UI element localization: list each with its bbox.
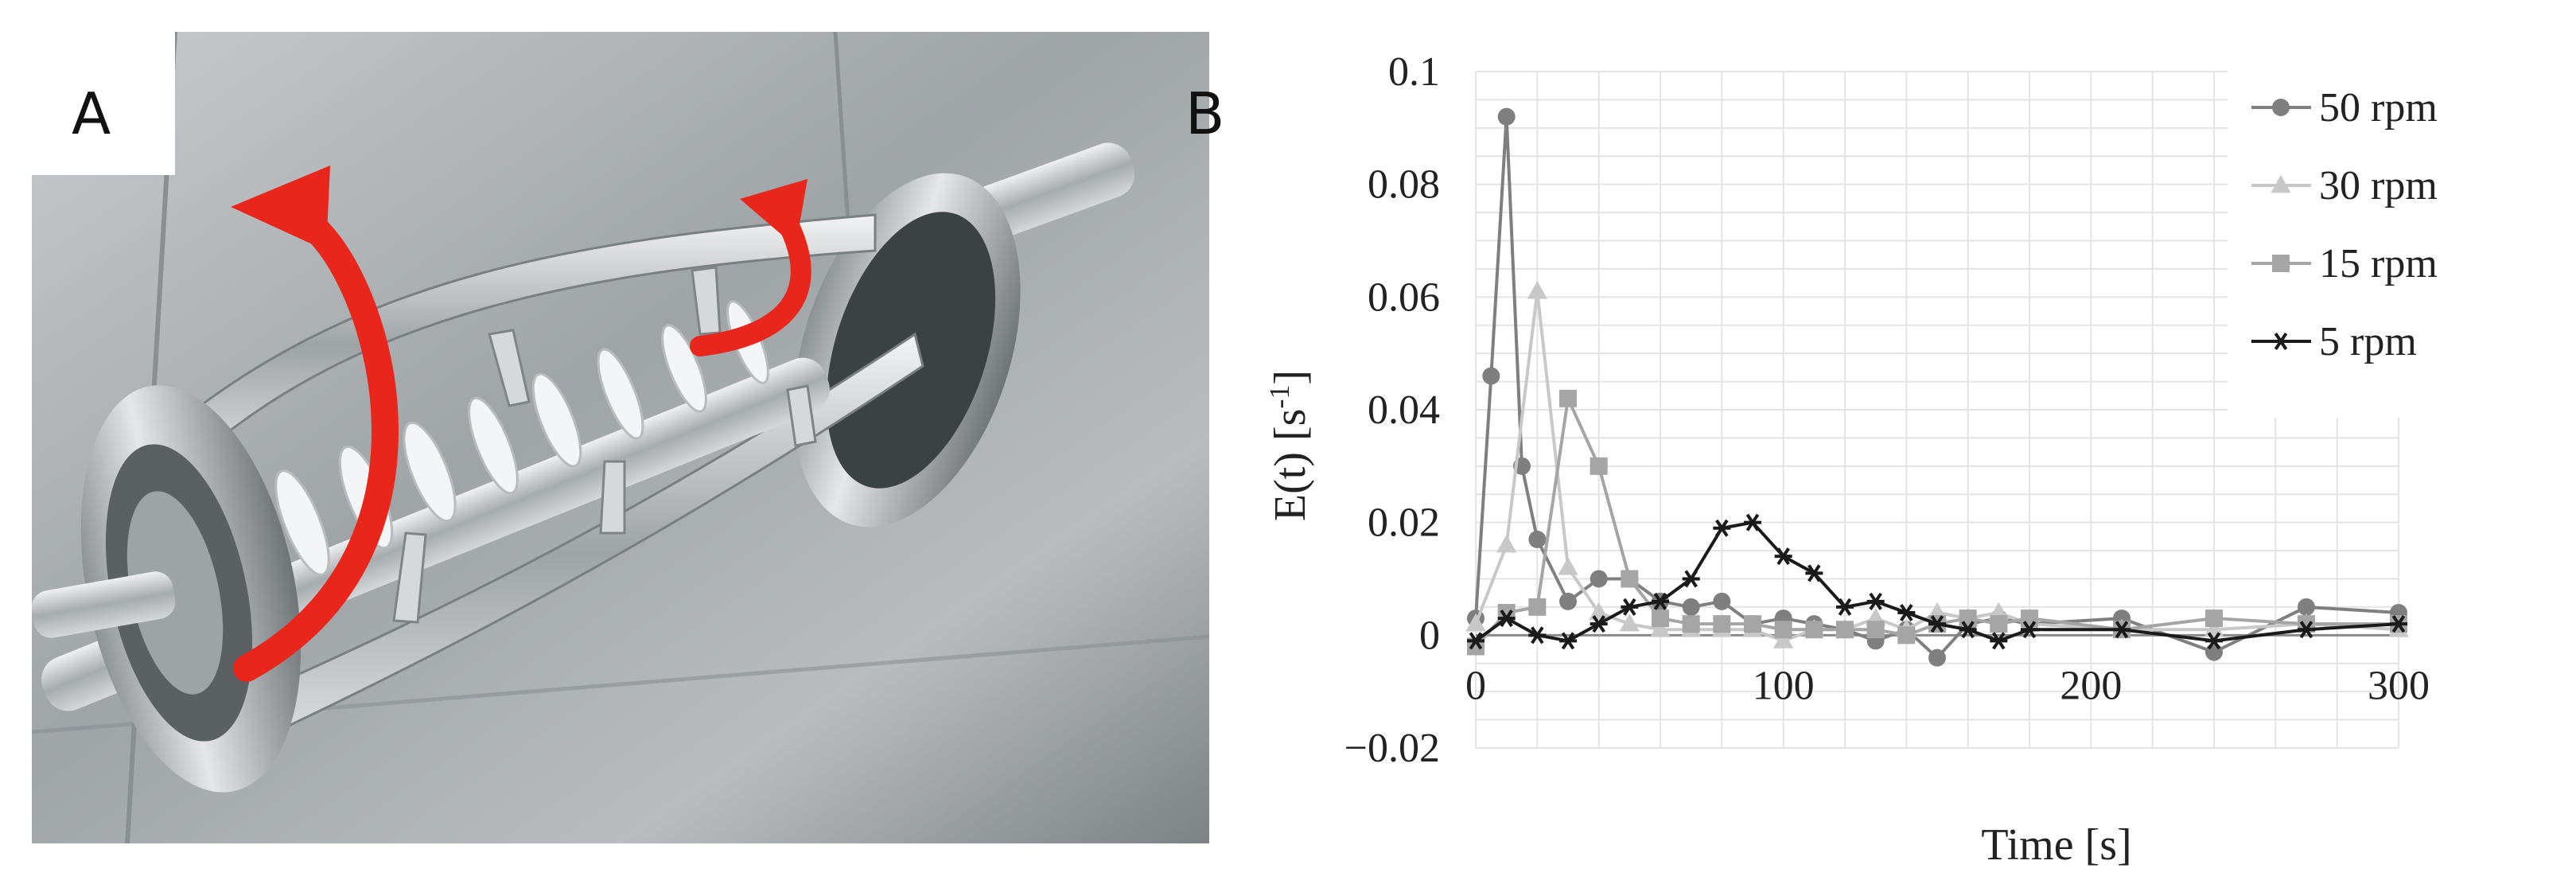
- data-point-15-rpm: [2205, 609, 2223, 628]
- y-tick-label: −0.02: [1344, 726, 1440, 771]
- data-point-15-rpm: [1590, 457, 1608, 475]
- data-point-5-rpm: [2205, 632, 2223, 650]
- data-point-30-rpm: [1527, 281, 1547, 299]
- legend-marker-15-rpm: [2272, 255, 2290, 272]
- data-point-50-rpm: [1528, 530, 1547, 548]
- data-point-15-rpm: [1805, 621, 1823, 639]
- y-tick-label: 0: [1419, 613, 1440, 658]
- y-tick-label: 0.08: [1368, 162, 1440, 208]
- x-tick-label: 300: [2368, 663, 2430, 708]
- arrowhead-icon: [740, 179, 807, 247]
- chart-tick-labels: 0 100 200 300 −0.02 0 0.02 0.04 0.06 0.08 0.1: [1344, 49, 2430, 771]
- drive-shaft: [32, 571, 176, 638]
- data-point-5-rpm: [1959, 621, 1977, 639]
- legend-label-5-rpm: 5 rpm: [2319, 319, 2417, 364]
- panel-label-a: A: [72, 80, 111, 147]
- y-axis-title: E(t) [s-1]: [1263, 370, 1315, 521]
- data-point-5-rpm: [1805, 564, 1823, 582]
- y-tick-label: 0.1: [1388, 49, 1440, 95]
- data-point-5-rpm: [1467, 632, 1485, 650]
- panel-label-box-a: [32, 32, 175, 175]
- data-point-5-rpm: [2021, 621, 2038, 639]
- data-point-50-rpm: [1590, 570, 1608, 588]
- data-point-15-rpm: [1774, 621, 1792, 639]
- data-point-15-rpm: [1744, 615, 1761, 633]
- data-point-15-rpm: [1621, 570, 1639, 588]
- data-point-15-rpm: [1528, 598, 1547, 616]
- inlet-flange: [80, 385, 302, 792]
- data-point-5-rpm: [1590, 615, 1608, 633]
- legend-label-30-rpm: 30 rpm: [2319, 163, 2438, 208]
- data-point-30-rpm: [1496, 534, 1517, 553]
- y-axis-title-main: E(t) [s: [1266, 409, 1315, 522]
- data-point-5-rpm: [1897, 603, 1916, 622]
- data-point-5-rpm: [1497, 609, 1516, 628]
- chart-series: [1465, 107, 2409, 667]
- data-point-50-rpm: [1928, 648, 1946, 667]
- data-point-5-rpm: [1866, 592, 1885, 610]
- legend-marker-5-rpm: [2272, 332, 2290, 351]
- data-point-50-rpm: [1713, 592, 1731, 610]
- data-point-5-rpm: [1990, 632, 2008, 650]
- data-point-5-rpm: [2298, 621, 2315, 639]
- data-point-5-rpm: [2390, 615, 2407, 633]
- data-point-15-rpm: [1866, 621, 1885, 639]
- data-point-15-rpm: [1897, 626, 1916, 645]
- data-point-5-rpm: [1528, 626, 1547, 645]
- data-point-5-rpm: [1774, 547, 1792, 566]
- data-point-50-rpm: [1497, 107, 1516, 126]
- data-point-15-rpm: [1682, 615, 1700, 633]
- data-point-15-rpm: [1713, 615, 1731, 633]
- data-point-50-rpm: [1559, 592, 1577, 610]
- panel-label-b: B: [1185, 80, 1224, 147]
- data-point-5-rpm: [1928, 615, 1946, 633]
- data-point-30-rpm: [1650, 619, 1671, 637]
- data-point-50-rpm: [2298, 598, 2315, 616]
- data-point-30-rpm: [1589, 602, 1609, 621]
- photo-panel-a: A: [32, 32, 1209, 843]
- data-point-50-rpm: [2205, 643, 2223, 661]
- data-point-5-rpm: [1713, 519, 1731, 537]
- legend-box: [2228, 68, 2530, 418]
- data-point-15-rpm: [1990, 615, 2008, 633]
- data-point-5-rpm: [2113, 621, 2130, 639]
- data-point-50-rpm: [1682, 598, 1700, 616]
- legend-marker-30-rpm: [2271, 174, 2291, 193]
- data-point-15-rpm: [1559, 389, 1577, 407]
- data-point-15-rpm: [1652, 609, 1669, 628]
- chart-panel-b: B 0 100 200 300 −0.02 0 0.02 0.04 0.06 0.08 0.1 Ti…: [1185, 49, 2530, 870]
- arrowhead-icon: [231, 166, 330, 251]
- data-point-5-rpm: [1652, 592, 1669, 610]
- x-tick-label: 200: [2060, 663, 2122, 708]
- y-tick-label: 0.06: [1368, 275, 1440, 320]
- data-point-5-rpm: [1559, 632, 1577, 650]
- y-axis-title-close: ]: [1266, 370, 1315, 385]
- y-axis-title-sup: -1: [1263, 385, 1295, 409]
- data-point-5-rpm: [1836, 598, 1854, 616]
- data-point-50-rpm: [1482, 367, 1500, 385]
- rotation-arrow-icon: [690, 212, 811, 356]
- legend-label-15-rpm: 15 rpm: [2319, 241, 2438, 286]
- data-point-5-rpm: [1621, 598, 1639, 616]
- ribbon-blade: [165, 332, 924, 773]
- x-axis-title: Time [s]: [1981, 820, 2131, 870]
- data-point-30-rpm: [2204, 619, 2224, 637]
- y-tick-label: 0.02: [1368, 500, 1440, 546]
- data-point-30-rpm: [1773, 630, 1794, 648]
- data-point-5-rpm: [1682, 570, 1700, 588]
- data-point-15-rpm: [1836, 621, 1854, 639]
- legend-label-50-rpm: 50 rpm: [2319, 85, 2438, 130]
- x-tick-label: 100: [1753, 663, 1815, 708]
- data-point-5-rpm: [1744, 513, 1761, 532]
- y-tick-label: 0.04: [1368, 387, 1440, 433]
- data-point-30-rpm: [1619, 613, 1640, 632]
- chart-legend: 50 rpm 30 rpm 15 rpm 5 rpm: [2228, 68, 2530, 418]
- data-point-15-rpm: [1959, 609, 1977, 628]
- data-point-30-rpm: [1465, 613, 1486, 632]
- data-point-15-rpm: [2021, 609, 2038, 628]
- data-point-30-rpm: [1558, 557, 1578, 575]
- x-tick-label: 0: [1465, 663, 1486, 708]
- legend-marker-50-rpm: [2272, 99, 2290, 116]
